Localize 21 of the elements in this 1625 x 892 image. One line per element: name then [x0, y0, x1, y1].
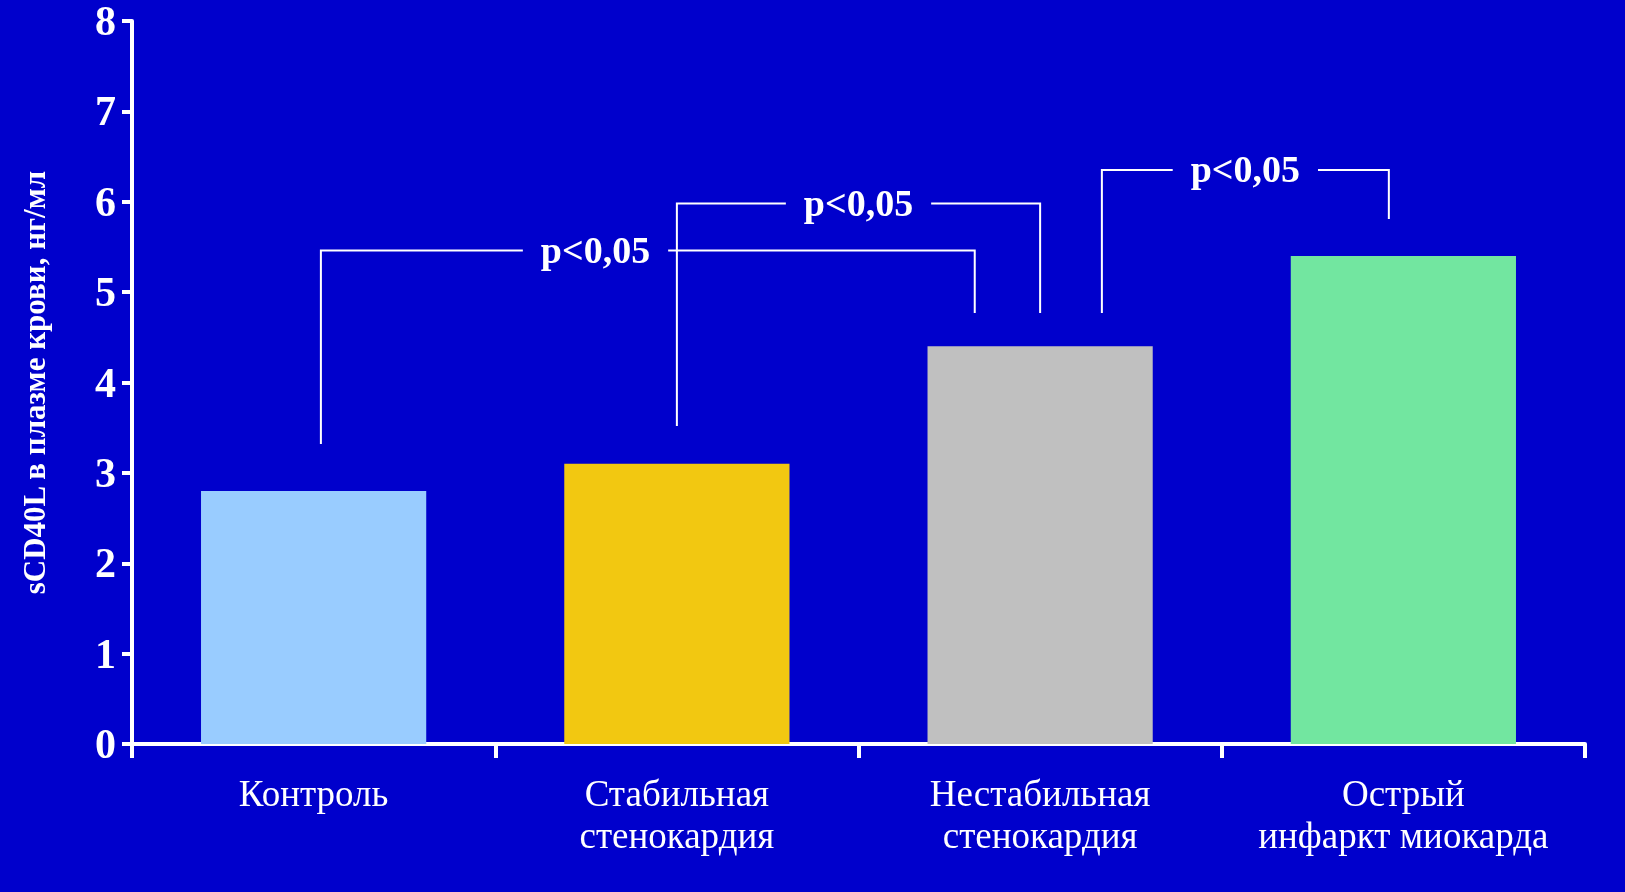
y-tick-label: 1 — [95, 630, 116, 677]
bar — [927, 346, 1153, 744]
x-tick-label: Стабильная стенокардия — [579, 772, 775, 856]
y-tick-label: 8 — [95, 0, 116, 44]
y-tick-label: 4 — [95, 359, 116, 406]
y-tick-label: 6 — [95, 178, 116, 225]
bar — [564, 463, 790, 744]
bar — [1290, 255, 1516, 744]
bar — [201, 490, 427, 744]
y-tick-label: 2 — [95, 540, 116, 587]
y-tick-label: 7 — [95, 88, 116, 135]
x-tick-label: Контроль — [238, 772, 389, 814]
annotation: p<0,05 — [1190, 148, 1301, 191]
y-axis-title: sCD40L в плазме крови, нг/мл — [17, 170, 52, 595]
annotation: p<0,05 — [803, 181, 914, 224]
x-tick-label: Нестабильная стенокардия — [929, 772, 1151, 856]
annotation: p<0,05 — [540, 228, 651, 271]
y-tick-label: 3 — [95, 449, 116, 496]
x-tick-label: Острый инфаркт миокарда — [1258, 772, 1549, 856]
y-tick-label: 5 — [95, 269, 116, 316]
y-tick-label: 0 — [95, 721, 116, 767]
